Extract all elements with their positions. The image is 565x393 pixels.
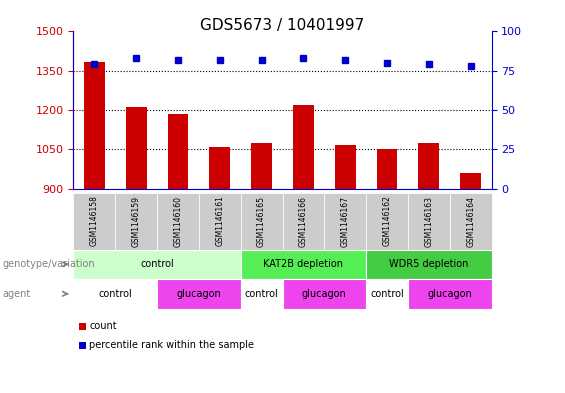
Text: genotype/variation: genotype/variation [3, 259, 95, 269]
Text: KAT2B depletion: KAT2B depletion [263, 259, 344, 269]
Bar [293, 105, 314, 189]
Text: GSM1146166: GSM1146166 [299, 196, 308, 246]
Text: GSM1146164: GSM1146164 [466, 196, 475, 246]
Text: GDS5673 / 10401997: GDS5673 / 10401997 [201, 18, 364, 33]
Bar [334, 145, 356, 189]
Bar [460, 173, 481, 189]
Text: WDR5 depletion: WDR5 depletion [389, 259, 468, 269]
Text: glucagon: glucagon [176, 289, 221, 299]
Bar [209, 147, 231, 189]
Text: agent: agent [3, 289, 31, 299]
Text: control: control [140, 259, 174, 269]
Bar [418, 143, 440, 189]
Bar [125, 107, 147, 189]
Text: control: control [245, 289, 279, 299]
Text: glucagon: glucagon [302, 289, 347, 299]
Text: control: control [370, 289, 404, 299]
Text: control: control [98, 289, 132, 299]
Text: GSM1146165: GSM1146165 [257, 196, 266, 246]
Bar [377, 149, 398, 189]
Text: percentile rank within the sample: percentile rank within the sample [89, 340, 254, 350]
Text: GSM1146159: GSM1146159 [132, 196, 141, 246]
Text: GSM1146167: GSM1146167 [341, 196, 350, 246]
Bar [251, 143, 272, 189]
Bar [84, 62, 105, 189]
Text: GSM1146158: GSM1146158 [90, 196, 99, 246]
Text: GSM1146162: GSM1146162 [383, 196, 392, 246]
Text: GSM1146160: GSM1146160 [173, 196, 182, 246]
Text: GSM1146163: GSM1146163 [424, 196, 433, 246]
Text: glucagon: glucagon [427, 289, 472, 299]
Bar [167, 114, 189, 189]
Text: GSM1146161: GSM1146161 [215, 196, 224, 246]
Text: count: count [89, 321, 117, 331]
